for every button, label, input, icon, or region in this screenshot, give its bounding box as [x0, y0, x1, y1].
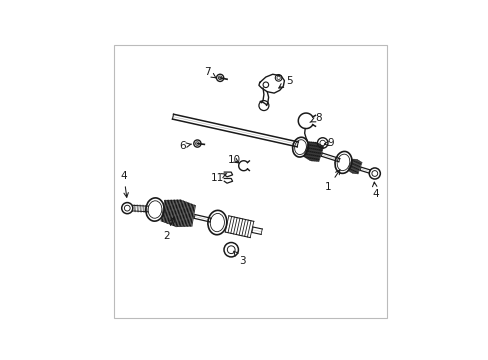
- Text: 8: 8: [309, 113, 321, 123]
- Text: 5: 5: [278, 76, 292, 88]
- Text: 9: 9: [324, 138, 334, 148]
- Text: 6: 6: [179, 141, 191, 151]
- Text: 4: 4: [121, 171, 128, 197]
- Text: 11: 11: [210, 173, 226, 183]
- Text: 10: 10: [227, 155, 240, 165]
- Text: 1: 1: [324, 170, 339, 192]
- Text: 2: 2: [163, 217, 174, 241]
- Text: 3: 3: [233, 251, 245, 266]
- Text: 4: 4: [371, 182, 378, 199]
- Text: 7: 7: [204, 67, 216, 78]
